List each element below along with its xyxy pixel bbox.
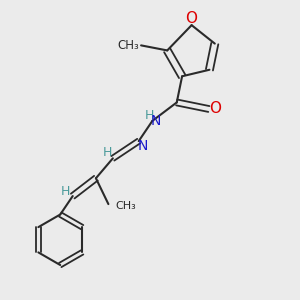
Text: O: O — [186, 11, 198, 26]
Text: CH₃: CH₃ — [116, 202, 136, 212]
Text: H: H — [103, 146, 112, 159]
Text: O: O — [209, 101, 221, 116]
Text: H: H — [61, 185, 70, 198]
Text: N: N — [150, 114, 161, 128]
Text: H: H — [145, 109, 154, 122]
Text: N: N — [138, 140, 148, 153]
Text: CH₃: CH₃ — [117, 39, 139, 52]
